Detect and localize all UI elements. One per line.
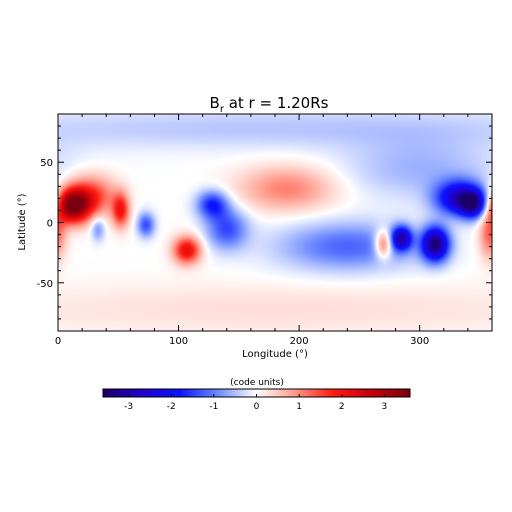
colorbar-tick-label: -2	[167, 402, 176, 412]
colorbar-ticks-layer: -3 -2 -1 0 1 2 3	[124, 394, 387, 412]
chart-title-tail: at r = 1.20Rs	[224, 94, 329, 112]
heatmap-image	[58, 114, 492, 331]
chart-title: Br at r = 1.20Rs	[210, 94, 329, 115]
y-tick-label: 50	[40, 158, 53, 169]
x-tick-label: 300	[410, 336, 429, 347]
colorbar-tick-label: 0	[254, 402, 260, 412]
chart-title-subscript: r	[220, 104, 225, 115]
colorbar-tick-label: -3	[124, 402, 133, 412]
x-tick-label: 100	[169, 336, 188, 347]
y-axis-label: Latitude (°)	[17, 193, 28, 250]
x-tick-label: 200	[290, 336, 309, 347]
colorbar-tick-label: 2	[339, 402, 345, 412]
colorbar-tick-label: 3	[382, 402, 388, 412]
colorbar-tick-label: -1	[209, 402, 218, 412]
y-tick-label: -50	[37, 279, 53, 290]
y-tick-label: 0	[47, 219, 53, 230]
x-tick-label: 0	[55, 336, 61, 347]
colorbar-tick-label: 1	[296, 402, 302, 412]
colorbar-label: (code units)	[230, 378, 284, 388]
x-axis-label: Longitude (°)	[242, 349, 308, 360]
axis-ticks-layer: 0 100 200 300 -50 0 50	[37, 113, 493, 347]
